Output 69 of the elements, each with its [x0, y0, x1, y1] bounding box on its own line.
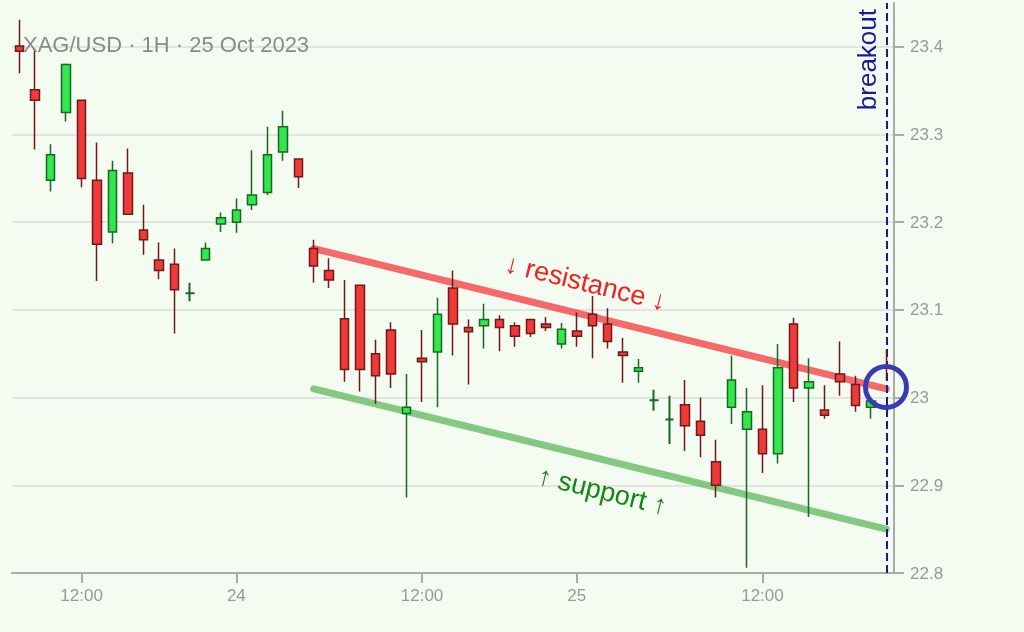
annotation: breakout [852, 8, 883, 111]
candlestick [679, 379, 691, 452]
candlestick [122, 147, 134, 216]
candlestick [308, 239, 319, 284]
candlestick [556, 322, 567, 350]
candlestick [648, 388, 660, 412]
annotation: ↑ support ↑ [534, 460, 671, 521]
candlestick [494, 314, 505, 352]
candlestick [850, 374, 861, 413]
candlestick [772, 343, 784, 465]
candlestick [60, 62, 72, 123]
candlestick [478, 303, 490, 350]
candlestick [664, 394, 675, 446]
candlestick [463, 318, 474, 386]
candlestick [293, 158, 304, 189]
y-tick-label: 23.4 [910, 37, 944, 57]
candlestick [695, 396, 706, 458]
candlestick [45, 143, 56, 193]
y-tick-label: 22.8 [910, 563, 944, 583]
candlestick [107, 160, 118, 245]
candlestick [819, 384, 830, 420]
candlestick [277, 110, 289, 162]
candlestick [169, 247, 180, 335]
candlestick [834, 340, 846, 397]
candlestick [509, 321, 521, 348]
candlestick [788, 317, 799, 403]
candlestick [262, 125, 273, 196]
candlestick [741, 387, 753, 569]
y-tick-label: 23.2 [910, 212, 944, 232]
candlestick [200, 241, 211, 261]
y-tick-label: 23.1 [910, 300, 944, 320]
x-tick-label: 12:00 [741, 586, 784, 605]
candlestick [710, 438, 722, 499]
y-tick-label: 22.9 [910, 475, 944, 495]
x-tick-label: 12:00 [60, 586, 103, 605]
candlestick [726, 354, 737, 425]
candlestick [76, 99, 87, 188]
candlestick [231, 197, 242, 234]
x-tick-label: 25 [567, 586, 587, 605]
candlestick [525, 318, 536, 338]
candlestick [432, 296, 443, 409]
candlestick [602, 307, 613, 350]
candlestick [633, 358, 644, 384]
candlestick [447, 269, 459, 357]
y-tick-label: 23.3 [910, 125, 944, 145]
candlestick [215, 211, 227, 233]
candlestick [401, 373, 412, 499]
candlestick [138, 203, 149, 256]
candlestick [323, 257, 335, 289]
candlestick [757, 384, 768, 474]
y-tick-label: 23 [910, 388, 929, 408]
x-tick-label: 24 [226, 586, 246, 605]
candlestick [246, 149, 258, 211]
candlestick [617, 337, 629, 384]
candlestick [416, 329, 428, 403]
candlestick [153, 241, 165, 280]
x-tick-label: 12:00 [400, 586, 444, 605]
candlestick [91, 141, 103, 282]
candlestick [571, 311, 583, 348]
candlestick [14, 18, 25, 74]
candlestick [540, 316, 552, 332]
candlestick [184, 281, 196, 303]
candlestick [370, 338, 381, 405]
text: XAG/USD · 1H · 25 Oct 2023 [23, 31, 310, 57]
candlestick [339, 279, 350, 383]
candlestick [385, 321, 397, 389]
candlestick [354, 284, 366, 393]
annotation: ↓ resistance ↓ [502, 248, 670, 317]
candlestick [803, 357, 815, 518]
